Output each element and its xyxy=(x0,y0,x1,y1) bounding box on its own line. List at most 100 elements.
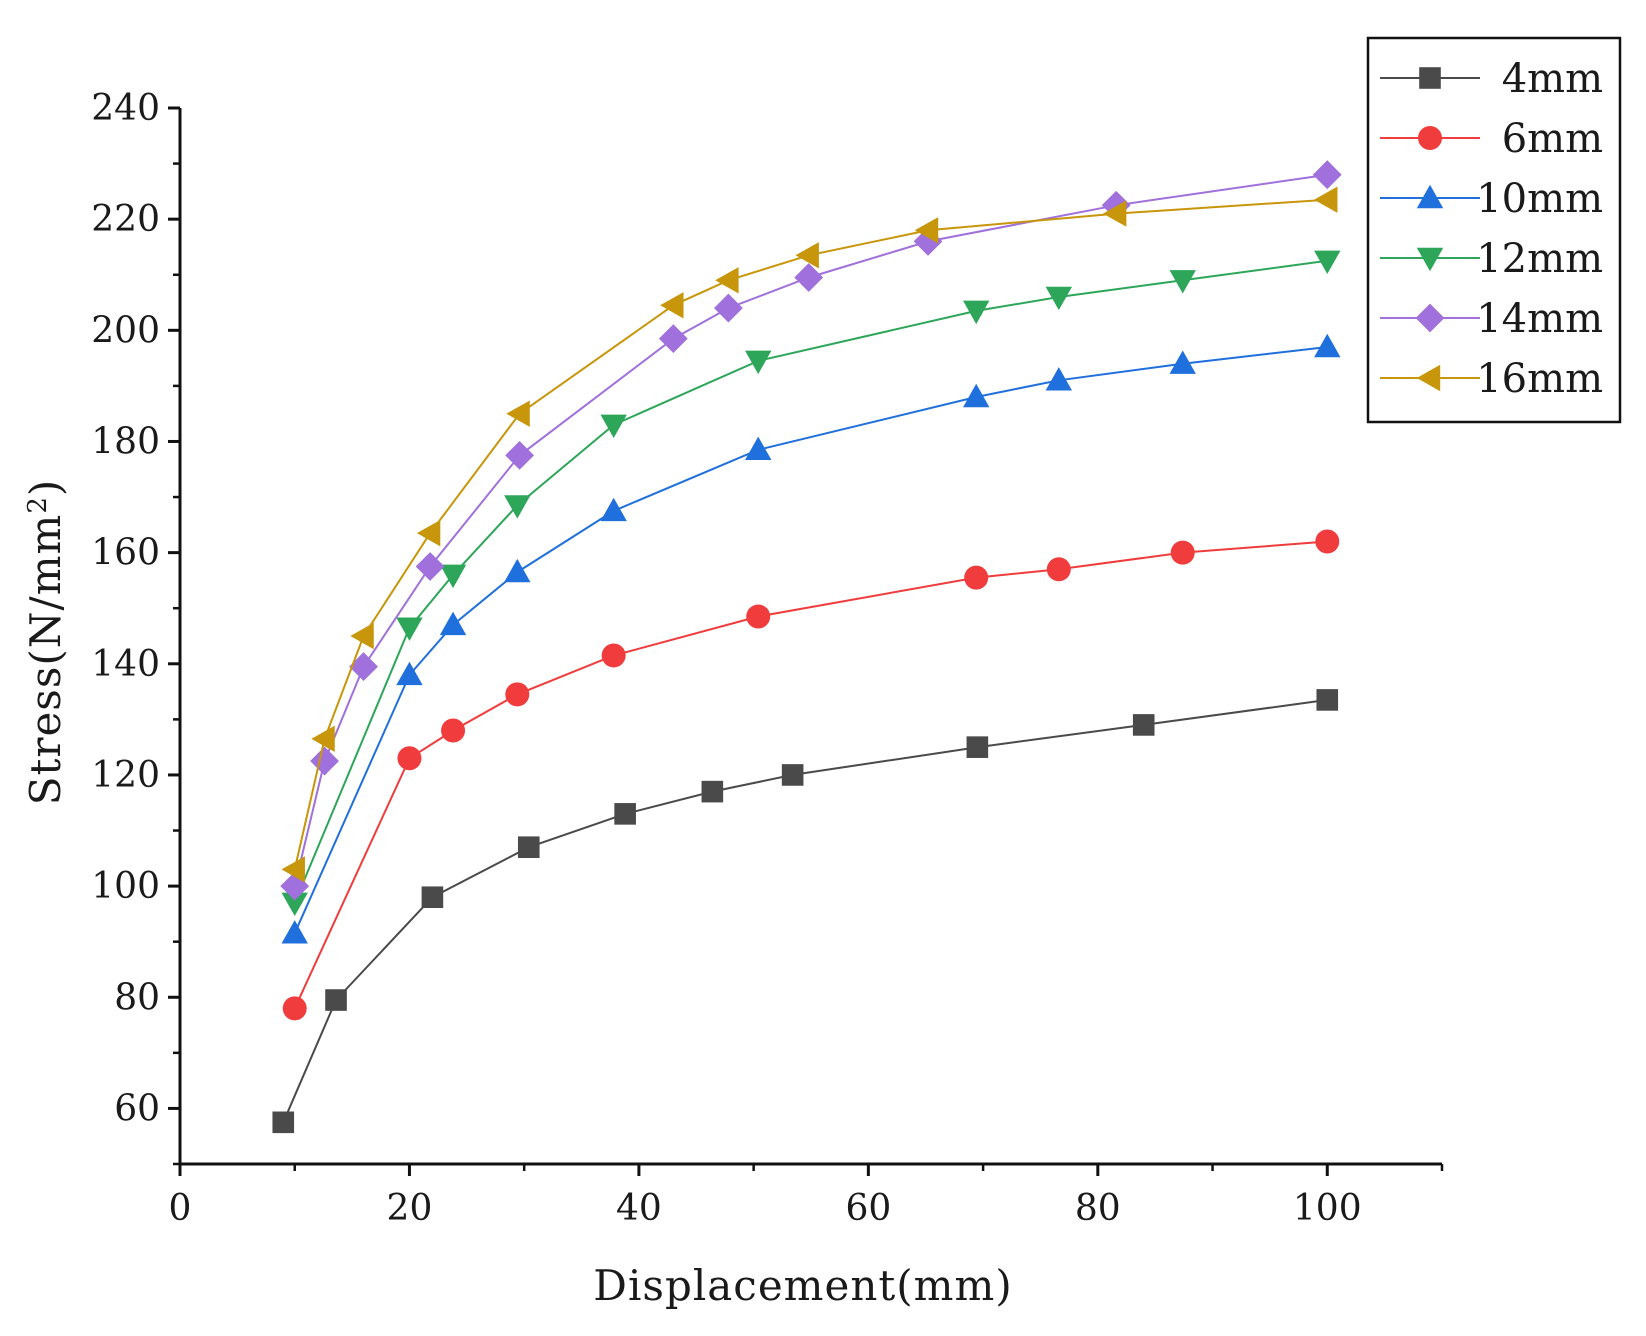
x-tick-label: 40 xyxy=(616,1188,662,1229)
legend-marker xyxy=(1419,67,1441,89)
data-point-4mm xyxy=(1316,689,1339,711)
data-point-4mm xyxy=(421,886,444,909)
data-point-6mm xyxy=(282,996,307,1021)
legend-item-16mm: 16mm xyxy=(1380,356,1603,402)
data-point-6mm xyxy=(1315,529,1340,554)
data-point-10mm xyxy=(1169,350,1196,374)
data-point-12mm xyxy=(396,617,423,641)
y-axis-title-main: Stress(N/mm xyxy=(21,514,70,806)
legend: 4mm 6mm 10mm 12mm 14mm 16mm xyxy=(1366,36,1622,424)
legend-item-4mm: 4mm xyxy=(1380,56,1603,102)
legend-box xyxy=(1366,36,1622,424)
y-tick-label: 160 xyxy=(91,533,160,574)
y-tick-label: 180 xyxy=(91,421,160,462)
series-layer xyxy=(272,160,1342,1134)
data-point-10mm xyxy=(745,436,772,461)
data-point-10mm xyxy=(1314,333,1341,358)
legend-label: 10mm xyxy=(1476,176,1603,222)
data-point-14mm xyxy=(713,293,743,323)
x-tick-label: 60 xyxy=(845,1188,891,1229)
data-point-12mm xyxy=(1314,250,1341,275)
data-point-10mm xyxy=(281,920,308,944)
y-axis-title-close: ) xyxy=(21,479,70,496)
x-tick-label: 0 xyxy=(169,1188,192,1229)
data-point-10mm xyxy=(963,383,990,408)
data-point-10mm xyxy=(396,661,423,686)
data-point-14mm xyxy=(913,226,943,256)
y-axis-title-superscript: 2 xyxy=(23,496,53,514)
data-point-16mm xyxy=(715,267,739,294)
legend-marker xyxy=(1416,364,1441,392)
data-point-12mm xyxy=(600,414,627,438)
series-line-16mm xyxy=(293,198,1328,870)
legend-item-10mm: 10mm xyxy=(1380,176,1603,222)
data-point-16mm xyxy=(311,725,335,753)
data-point-6mm xyxy=(505,682,530,707)
legend-item-12mm: 12mm xyxy=(1380,236,1603,282)
series-14mm xyxy=(280,160,1342,901)
legend-marker xyxy=(1415,303,1445,333)
data-point-16mm xyxy=(1314,186,1338,213)
data-point-6mm xyxy=(397,746,422,771)
y-tick-label: 220 xyxy=(91,199,160,240)
x-tick-label: 80 xyxy=(1075,1188,1121,1229)
data-point-6mm xyxy=(1046,557,1071,582)
data-point-14mm xyxy=(505,440,534,470)
data-point-12mm xyxy=(281,892,308,916)
legend-item-6mm: 6mm xyxy=(1380,116,1603,162)
data-point-14mm xyxy=(794,263,824,292)
x-axis-title: Displacement(mm) xyxy=(593,1261,1012,1310)
data-point-14mm xyxy=(658,324,688,354)
y-tick-label: 60 xyxy=(114,1088,160,1129)
data-point-6mm xyxy=(964,565,989,590)
data-point-14mm xyxy=(1312,160,1342,190)
data-point-4mm xyxy=(325,989,347,1011)
data-point-12mm xyxy=(745,350,772,375)
series-6mm xyxy=(282,529,1340,1021)
series-4mm xyxy=(272,689,1339,1134)
data-point-12mm xyxy=(963,300,990,325)
data-point-4mm xyxy=(614,803,636,825)
data-point-16mm xyxy=(350,622,374,650)
data-point-10mm xyxy=(439,611,467,636)
data-point-6mm xyxy=(441,718,466,743)
data-point-16mm xyxy=(914,217,939,244)
data-point-6mm xyxy=(601,643,626,668)
data-point-10mm xyxy=(1045,367,1073,391)
legend-label: 6mm xyxy=(1502,116,1603,162)
series-line-10mm xyxy=(293,346,1328,934)
series-line-12mm xyxy=(293,259,1328,904)
axes-layer: 60 80 100 120 140 160 180 200 220 240 0 20 40 60 80 100 xyxy=(91,88,1444,1229)
data-point-16mm xyxy=(281,856,305,883)
data-point-4mm xyxy=(781,764,804,786)
legend-marker xyxy=(1416,247,1444,272)
data-point-16mm xyxy=(795,242,819,269)
data-point-16mm xyxy=(506,400,530,427)
x-tick-label: 20 xyxy=(387,1188,433,1229)
data-point-12mm xyxy=(1169,270,1196,294)
data-point-16mm xyxy=(1102,200,1127,227)
data-point-16mm xyxy=(660,292,684,319)
series-16mm xyxy=(281,186,1338,883)
data-point-4mm xyxy=(1132,714,1155,736)
series-line-6mm xyxy=(293,540,1328,1009)
y-tick-label: 100 xyxy=(91,866,160,907)
data-point-4mm xyxy=(966,736,989,758)
series-line-4mm xyxy=(282,698,1328,1123)
data-point-12mm xyxy=(439,564,467,589)
data-point-12mm xyxy=(504,495,531,519)
data-point-10mm xyxy=(600,497,627,522)
legend-marker xyxy=(1416,184,1444,209)
data-point-4mm xyxy=(701,780,724,803)
data-point-10mm xyxy=(504,558,531,583)
y-tick-label: 140 xyxy=(91,644,160,685)
legend-label: 4mm xyxy=(1502,56,1603,102)
y-axis-title: Stress(N/mm2) xyxy=(21,479,70,806)
legend-marker xyxy=(1418,126,1442,150)
x-tick-label: 100 xyxy=(1293,1188,1362,1229)
y-tick-label: 80 xyxy=(114,977,160,1018)
data-point-14mm xyxy=(415,552,445,581)
data-point-16mm xyxy=(416,519,441,547)
